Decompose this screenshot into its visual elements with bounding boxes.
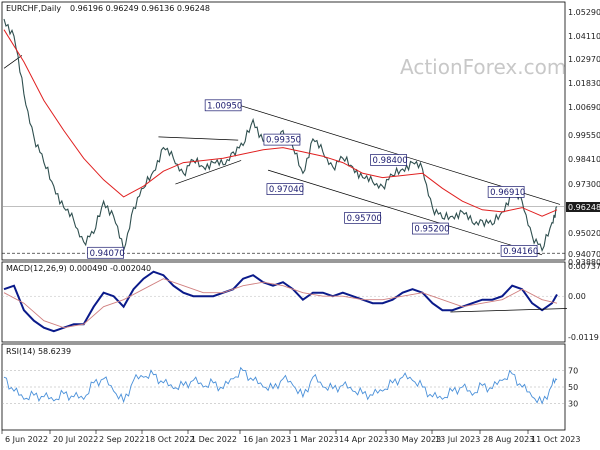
price-annotation-label: 0.94070 [90,249,125,259]
price-tick-label: 0.96248 [568,203,600,212]
price-annotation-box [487,186,525,198]
price-annotation-box [266,183,304,195]
signal-line [3,278,558,329]
price-header-symbol: EURCHF,Daily [6,4,61,13]
price-annotation-box [500,245,538,257]
x-tick-label: 1 Mar 2023 [293,435,339,444]
price-tick-label: 0.94070 [568,250,600,259]
price-tick-label: 1.05290 [568,8,600,17]
price-tick-label: 0.98410 [568,155,600,164]
price-tick-label: 1.00690 [568,103,600,112]
price-tick-label: 1.02970 [568,55,600,64]
rsi-header: RSI(14) 58.6239 [6,347,71,356]
x-tick-label: 20 Jul 2022 [53,435,98,444]
x-tick-label: 18 Oct 2022 [145,435,194,444]
price-tick-label: 0.99550 [568,131,600,140]
price-tick-label: 0.95020 [568,229,600,238]
x-tick-label: 16 Jan 2023 [243,435,291,444]
x-tick-label: 1 Dec 2022 [191,435,237,444]
macd-tick-label: 0.00737 [568,262,600,271]
price-annotation-label: 0.99350 [266,136,301,146]
price-trendline [158,136,239,141]
rsi-tick-label: 70 [568,367,578,376]
price-header-ohlc: 0.96196 0.96249 0.96136 0.96248 [70,4,210,13]
price-annotation-label: 0.94160 [503,247,538,257]
rsi-tick-label: 30 [568,399,578,408]
x-tick-label: 6 Jun 2022 [5,435,48,444]
macd-line [3,270,558,333]
price-annotation-label: 0.95200 [414,225,449,235]
price-trendline [267,169,543,256]
x-tick-label: 30 May 2023 [389,435,441,444]
x-tick-label: 28 Aug 2023 [483,435,534,444]
price-layer: 1.05290 1.04110 1.02970 1.01830 1.00690 0.995… [2,8,600,267]
price-annotation-label: 1.00950 [207,101,242,111]
macd-tick-label: -0.0119 [568,333,599,342]
price-trendline [3,55,23,69]
price-annotation-box [370,154,407,166]
price-series-line [3,18,558,253]
price-annotation-label: 0.95700 [347,214,382,224]
price-annotation-box [344,211,381,224]
price-annotation-label: 0.97040 [269,185,304,195]
price-annotation-box [263,133,301,146]
price-annotation-label: 0.98400 [373,156,408,166]
macd-layer: 0.00737 0.00 -0.0119 [2,262,600,342]
watermark: ActionForex.com [400,55,566,79]
macd-trendline [450,308,567,313]
current-price-box [566,202,600,212]
axis-layer: 6 Jun 2022 20 Jul 2022 2 Sep 2022 18 Oct 20… [1,430,580,444]
moving-average-line [3,29,558,217]
price-tick-label: 1.01830 [568,79,600,88]
macd-header: MACD(12,26,9) 0.000490 -0.002040 [6,264,151,273]
rsi-layer: 70 50 30 [2,366,578,408]
macd-tick-label: 0.00 [568,292,586,301]
rsi-line [3,366,558,405]
price-annotation-box [412,222,449,235]
price-annotation-label: 0.96910 [490,188,525,198]
x-tick-label: 2 Sep 2022 [99,435,145,444]
x-tick-label: 11 Oct 2023 [531,435,580,444]
price-annotation-box [87,246,124,259]
price-annotation-box [204,99,242,112]
x-tick-label: 13 Jul 2023 [435,435,480,444]
price-tick-label: 0.97300 [568,180,600,189]
x-tick-label: 14 Apr 2023 [339,435,388,444]
macd-panel [1,261,566,343]
rsi-tick-label: 50 [568,383,578,392]
price-trendline [175,160,242,185]
price-tick-label: 1.04110 [568,32,600,41]
price-tick-label: 0.93880 [568,258,600,267]
